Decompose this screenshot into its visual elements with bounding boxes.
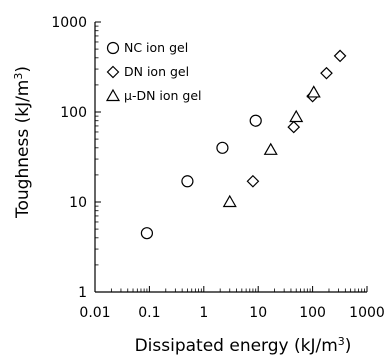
- y-axis-label: Toughness (kJ/m3): [12, 66, 33, 219]
- x-tick-label: 100: [299, 305, 326, 321]
- x-tick-label: 0.1: [138, 305, 160, 321]
- x-tick-label: 10: [249, 305, 267, 321]
- circle-data-point: [181, 175, 194, 188]
- legend-triangle-marker: [105, 88, 121, 102]
- triangle-data-point: [263, 142, 278, 155]
- legend-label: NC ion gel: [124, 40, 188, 55]
- diamond-data-point: [246, 174, 260, 188]
- y-tick-label: 100: [60, 105, 87, 121]
- circle-data-point: [216, 141, 229, 154]
- x-tick-label: 0.01: [79, 305, 110, 321]
- circle-data-point: [249, 114, 262, 127]
- data-points: [140, 49, 347, 240]
- diamond-data-point: [287, 120, 301, 134]
- legend-label: DN ion gel: [124, 64, 189, 79]
- y-tick-label: 1000: [51, 15, 87, 31]
- x-tick-label: 1: [199, 305, 208, 321]
- axes: [94, 22, 367, 293]
- x-tick-label: 1000: [349, 305, 385, 321]
- diamond-data-point: [333, 49, 347, 63]
- legend-diamond-marker: [106, 65, 120, 79]
- x-axis-label: Dissipated energy (kJ/m3): [135, 335, 352, 356]
- legend-circle-marker: [106, 41, 120, 55]
- circle-data-point: [140, 227, 154, 240]
- ticks: 0.01 0.1 1 10 100 1000 1 10 100 1000: [51, 15, 384, 321]
- y-tick-label: 10: [69, 195, 87, 211]
- triangle-data-point: [222, 194, 237, 208]
- legend: NC ion gel DN ion gel μ-DN ion gel: [105, 40, 202, 103]
- triangle-data-point: [306, 85, 321, 98]
- legend-label: μ-DN ion gel: [124, 88, 202, 103]
- y-tick-label: 1: [78, 285, 87, 301]
- diamond-data-point: [320, 66, 333, 80]
- triangle-data-point: [289, 109, 304, 123]
